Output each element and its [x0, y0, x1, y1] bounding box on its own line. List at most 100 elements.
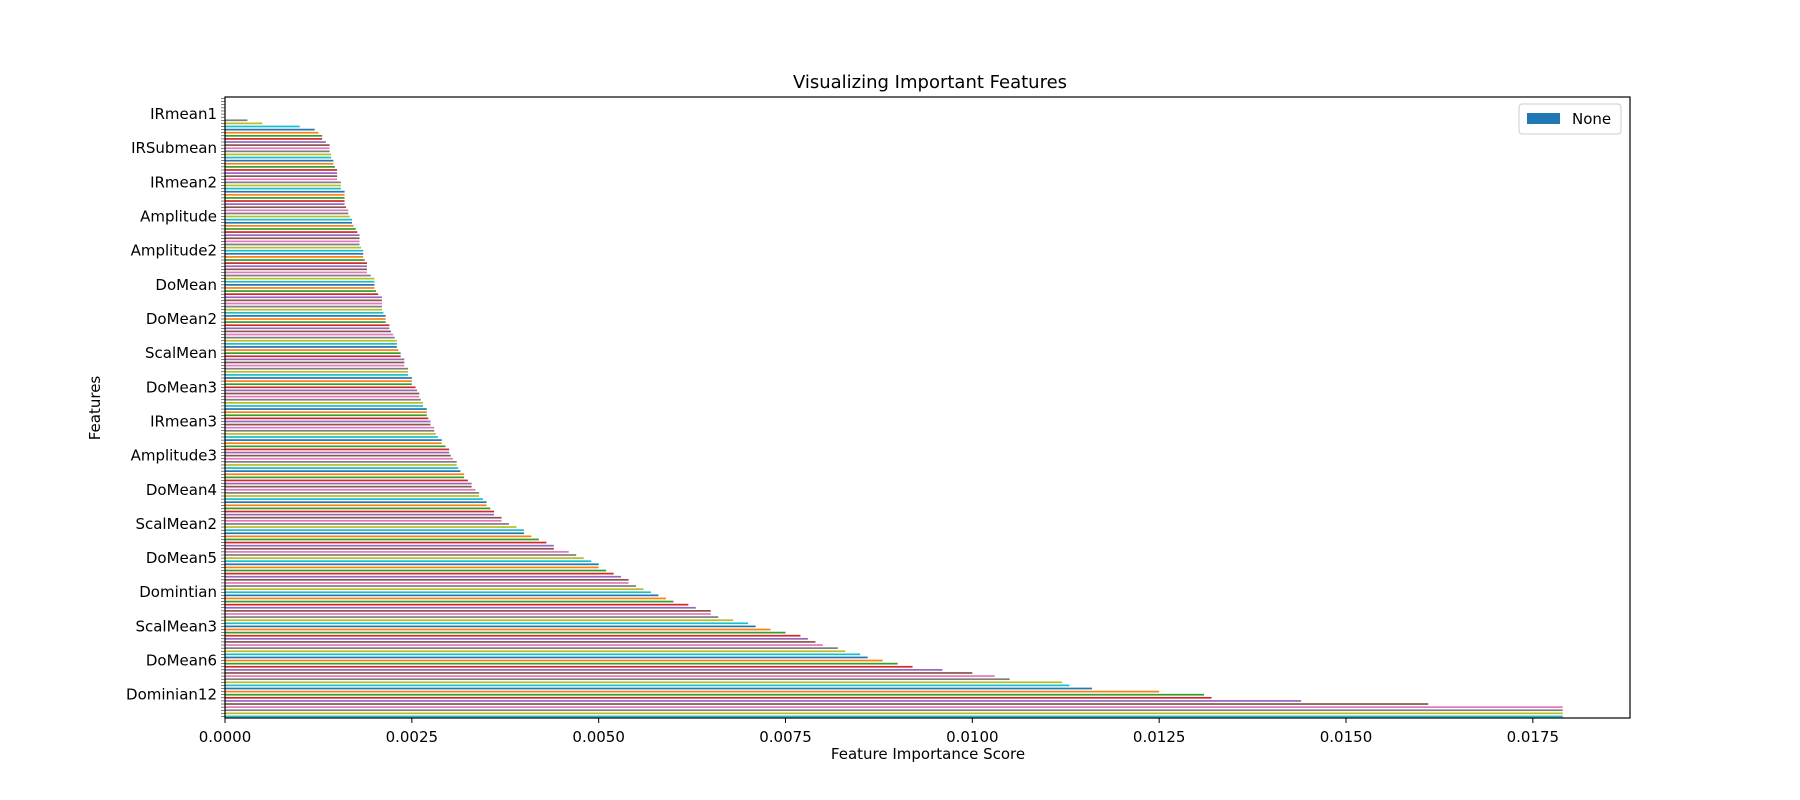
- legend-box: [1518, 103, 1622, 135]
- bar: [225, 700, 1302, 702]
- bar: [225, 554, 577, 556]
- bar: [225, 262, 367, 264]
- bar: [225, 613, 711, 615]
- bar: [225, 488, 476, 491]
- x-tick-label: 0.0150: [1320, 728, 1373, 746]
- bar: [225, 234, 360, 237]
- bar: [225, 265, 367, 268]
- bar: [225, 122, 263, 125]
- legend: None: [1518, 103, 1622, 135]
- bar: [225, 715, 1563, 718]
- bar: [225, 479, 468, 482]
- bar: [225, 684, 1070, 687]
- bar: [225, 563, 599, 566]
- bar: [225, 575, 622, 578]
- bar: [225, 569, 607, 572]
- y-tick-label: Domintian: [139, 583, 217, 601]
- bar: [225, 401, 424, 404]
- bar: [225, 159, 334, 162]
- bar: [225, 119, 248, 122]
- bar: [225, 467, 459, 469]
- bar: [225, 315, 386, 317]
- bar: [225, 538, 539, 541]
- bar: [225, 585, 637, 587]
- bar: [225, 206, 347, 209]
- y-tick-label: Amplitude3: [131, 447, 217, 465]
- bar: [225, 672, 973, 674]
- bar: [225, 470, 461, 473]
- bar: [225, 650, 846, 653]
- bar: [225, 597, 666, 600]
- bar: [225, 355, 401, 358]
- bar: [225, 274, 371, 277]
- y-tick-label: ScalMean3: [135, 617, 217, 635]
- bar: [225, 519, 502, 522]
- bar: [225, 439, 442, 441]
- bar: [225, 150, 330, 153]
- bar: [225, 141, 326, 143]
- bar: [225, 349, 399, 351]
- bar: [225, 706, 1563, 708]
- x-tick-label: 0.0175: [1507, 728, 1560, 746]
- bar: [225, 656, 868, 659]
- bar: [225, 346, 397, 348]
- bar: [225, 361, 405, 364]
- bar: [225, 268, 367, 271]
- x-axis-ticks: 0.0000 0.0025 0.0050 0.0075 0.0100 0.0125 0.01…: [199, 718, 1559, 746]
- bar: [225, 203, 345, 205]
- bar: [225, 557, 584, 559]
- x-axis-label: Feature Importance Score: [831, 745, 1025, 763]
- bar: [225, 603, 689, 606]
- bar: [225, 582, 629, 584]
- bar: [225, 696, 1212, 699]
- bar: [225, 547, 554, 550]
- bar: [225, 131, 319, 134]
- bar: [225, 681, 1063, 684]
- bar: [225, 578, 629, 581]
- bar: [225, 510, 495, 513]
- bar: [225, 246, 362, 249]
- bar: [225, 405, 424, 407]
- x-tick-label: 0.0000: [199, 728, 252, 746]
- bar: [225, 284, 375, 286]
- bar: [225, 464, 457, 466]
- bar: [225, 625, 756, 628]
- bar: [225, 426, 435, 429]
- bar: [225, 492, 480, 494]
- bar: [225, 408, 427, 410]
- bar: [225, 436, 438, 438]
- bar: [225, 473, 465, 476]
- bar: [225, 364, 405, 367]
- y-tick-label: IRmean2: [150, 173, 217, 191]
- y-tick-label: DoMean6: [146, 652, 217, 670]
- bar: [225, 308, 382, 311]
- bar: [225, 299, 382, 302]
- bar: [225, 572, 614, 575]
- bar: [225, 383, 412, 386]
- bar: [225, 507, 491, 510]
- bar: [225, 476, 465, 479]
- bar: [225, 687, 1092, 690]
- bar: [225, 523, 509, 525]
- bar: [225, 197, 345, 199]
- x-tick-label: 0.0100: [946, 728, 999, 746]
- bar: [225, 125, 300, 128]
- bar: [225, 709, 1563, 712]
- bar: [225, 169, 338, 171]
- bar: [225, 386, 416, 389]
- bar: [225, 501, 487, 504]
- bar: [225, 495, 480, 497]
- x-tick-label: 0.0025: [386, 728, 439, 746]
- bar: [225, 448, 450, 451]
- bar: [225, 280, 375, 283]
- bar: [225, 411, 427, 414]
- bar: [225, 249, 364, 252]
- bar: [225, 342, 397, 345]
- bar: [225, 551, 569, 553]
- bar: [225, 144, 330, 146]
- bar: [225, 644, 823, 646]
- bar: [225, 330, 391, 333]
- y-tick-label: Amplitude: [140, 208, 217, 226]
- bar: [225, 529, 524, 531]
- bar: [225, 442, 442, 445]
